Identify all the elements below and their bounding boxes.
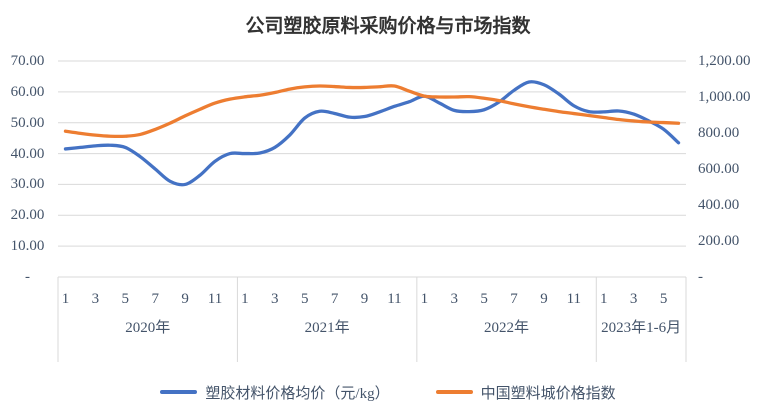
legend-label: 中国塑料城价格指数 — [480, 385, 616, 402]
right-axis-tick-label: 200.00 — [698, 233, 740, 249]
x-tick-label: 5 — [300, 291, 309, 307]
legend-line-swatch-price-index — [435, 390, 473, 394]
legend: 塑胶材料价格均价（元/kg） 中国塑料城价格指数 — [0, 379, 776, 405]
series-line-avg-price — [63, 80, 681, 187]
x-group-label: 2021年 — [304, 320, 350, 336]
x-tick-label: 11 — [566, 291, 582, 307]
left-axis-tick-label: 30.00 — [10, 176, 45, 193]
x-group-label: 2022年 — [484, 320, 530, 336]
left-axis-tick-label: 60.00 — [10, 83, 45, 100]
right-axis-tick-label: 600.00 — [698, 161, 740, 177]
legend-line-swatch-avg-price — [160, 390, 198, 394]
left-axis-tick-label: - — [25, 269, 30, 285]
left-axis-tick-label: 40.00 — [10, 145, 45, 162]
legend-item-avg-price: 塑胶材料价格均价（元/kg） — [160, 382, 390, 403]
x-tick-label: 9 — [181, 291, 189, 307]
x-tick-label: 5 — [121, 291, 130, 307]
legend-label: 塑胶材料价格均价（元/kg） — [205, 385, 390, 402]
chart-title: 公司塑胶原料采购价格与市场指数 — [245, 16, 531, 37]
x-tick-label: 1 — [600, 291, 608, 307]
right-axis-tick-label: - — [698, 269, 703, 285]
x-tick-label: 7 — [151, 291, 159, 307]
x-tick-label: 3 — [271, 291, 279, 307]
x-tick-label: 11 — [387, 291, 402, 307]
right-axis-tick-label: 400.00 — [698, 197, 740, 213]
x-group-label: 2020年 — [125, 320, 171, 336]
left-axis-tick-label: 20.00 — [10, 207, 45, 224]
x-tick-label: 9 — [540, 291, 548, 307]
x-tick-label: 9 — [360, 291, 369, 307]
legend-item-price-index: 中国塑料城价格指数 — [435, 382, 616, 403]
x-tick-label: 5 — [480, 291, 488, 307]
x-tick-label: 11 — [207, 291, 223, 307]
right-axis-tick-label: 1,000.00 — [698, 89, 751, 105]
right-axis-tick-label: 800.00 — [698, 125, 740, 141]
x-tick-label: 3 — [91, 291, 100, 307]
left-axis-tick-label: 50.00 — [10, 114, 45, 131]
x-tick-label: 1 — [241, 291, 249, 307]
right-axis-tick-label: 1,200.00 — [698, 53, 751, 69]
x-tick-label: 7 — [510, 291, 518, 307]
x-tick-label: 5 — [659, 291, 668, 307]
x-tick-label: 3 — [629, 291, 638, 307]
x-tick-label: 1 — [61, 291, 70, 307]
x-tick-label: 1 — [420, 291, 429, 307]
x-tick-label: 3 — [450, 291, 458, 307]
left-axis-tick-label: 10.00 — [10, 238, 45, 255]
series-line-price-index — [63, 84, 681, 139]
left-axis-tick-label: 70.00 — [10, 53, 45, 69]
x-group-label: 2023年1-6月 — [601, 320, 682, 336]
x-tick-label: 7 — [330, 291, 339, 307]
